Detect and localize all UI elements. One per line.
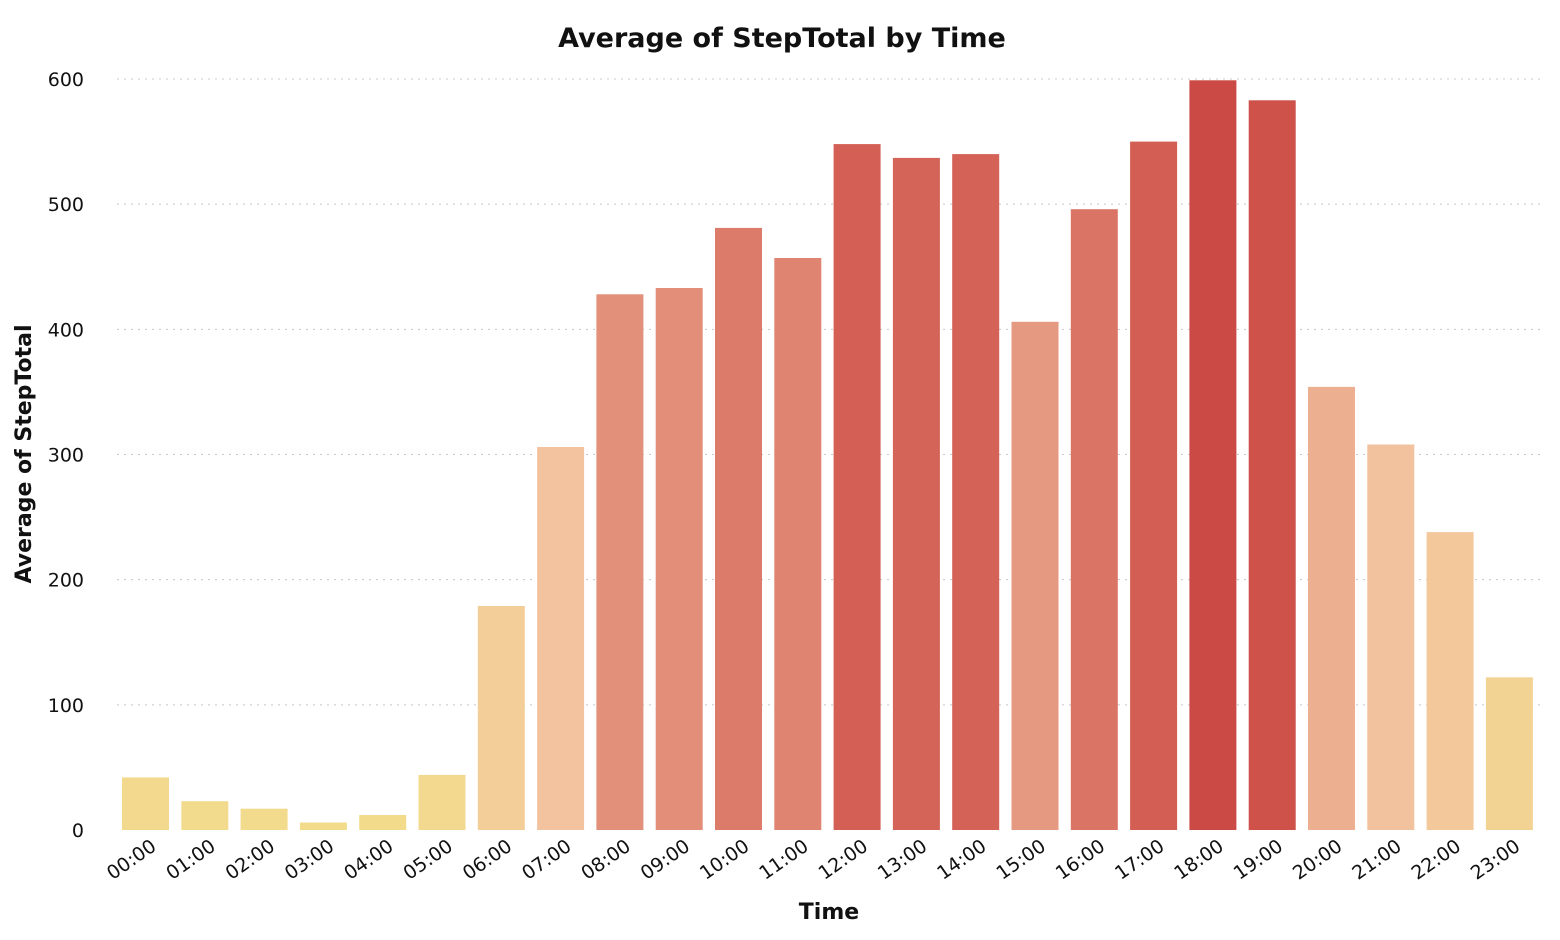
- y-tick-label: 500: [48, 194, 84, 216]
- bar-2200[interactable]: [1426, 532, 1474, 830]
- x-tick-label: 18:00: [1170, 835, 1227, 884]
- x-tick-label: 15:00: [992, 835, 1049, 884]
- bar-1700[interactable]: [1130, 141, 1178, 831]
- bar-1500[interactable]: [1011, 321, 1059, 830]
- bars: [122, 80, 1533, 831]
- bar-0500[interactable]: [418, 774, 466, 830]
- bar-1800[interactable]: [1189, 80, 1237, 831]
- x-tick-label: 05:00: [399, 835, 456, 884]
- bar-0800[interactable]: [596, 294, 644, 830]
- x-tick-label: 22:00: [1407, 835, 1464, 884]
- y-tick-label: 0: [72, 820, 84, 842]
- x-tick-label: 11:00: [755, 835, 812, 884]
- x-tick-label: 07:00: [518, 835, 575, 884]
- bar-1000[interactable]: [715, 227, 762, 830]
- bar-1100[interactable]: [774, 258, 822, 830]
- x-tick-label: 04:00: [340, 835, 397, 884]
- bar-2100[interactable]: [1367, 444, 1415, 831]
- y-tick-label: 400: [48, 319, 84, 341]
- bar-0900[interactable]: [655, 288, 703, 830]
- x-axis-ticks: 00:00 01:00 02:00 03:00 04:00 05:00 06:00 07:00…: [103, 835, 1524, 884]
- bar-0400[interactable]: [359, 815, 407, 830]
- x-tick-label: 12:00: [814, 835, 871, 884]
- bar-1400[interactable]: [952, 154, 1000, 831]
- bar-0000[interactable]: [122, 777, 169, 830]
- x-tick-label: 16:00: [1052, 835, 1109, 884]
- x-tick-label: 06:00: [459, 835, 516, 884]
- bar-0200[interactable]: [240, 808, 288, 830]
- x-tick-label: 19:00: [1230, 835, 1287, 884]
- bar-2300[interactable]: [1485, 677, 1533, 830]
- x-tick-label: 03:00: [281, 835, 338, 884]
- bar-1600[interactable]: [1070, 209, 1118, 830]
- x-tick-label: 14:00: [933, 835, 990, 884]
- bar-1300[interactable]: [892, 157, 940, 830]
- x-tick-label: 09:00: [637, 835, 694, 884]
- x-tick-label: 13:00: [874, 835, 931, 884]
- x-tick-label: 02:00: [221, 835, 278, 884]
- x-tick-label: 01:00: [162, 835, 219, 884]
- y-tick-label: 600: [48, 69, 84, 91]
- x-tick-label: 17:00: [1111, 835, 1168, 884]
- y-axis-title: Average of StepTotal: [12, 324, 37, 583]
- x-tick-label: 20:00: [1289, 835, 1346, 884]
- x-axis-title: Time: [799, 900, 859, 925]
- bar-1200[interactable]: [833, 144, 881, 831]
- y-tick-label: 100: [48, 695, 84, 717]
- bar-0100[interactable]: [181, 801, 229, 830]
- x-tick-label: 08:00: [577, 835, 634, 884]
- bar-0300[interactable]: [299, 822, 347, 831]
- bar-0700[interactable]: [537, 447, 585, 830]
- x-tick-label: 23:00: [1467, 835, 1524, 884]
- y-axis-ticks: 0 100 200 300 400 500 600: [48, 69, 84, 842]
- y-tick-label: 200: [48, 570, 84, 592]
- bar-1900[interactable]: [1248, 100, 1296, 831]
- chart-title: Average of StepTotal by Time: [558, 23, 1006, 54]
- x-tick-label: 21:00: [1348, 835, 1405, 884]
- x-tick-label: 10:00: [696, 835, 753, 884]
- bar-0600[interactable]: [477, 606, 525, 830]
- x-tick-label: 00:00: [103, 835, 160, 884]
- y-tick-label: 300: [48, 445, 84, 467]
- bar-2000[interactable]: [1308, 386, 1355, 830]
